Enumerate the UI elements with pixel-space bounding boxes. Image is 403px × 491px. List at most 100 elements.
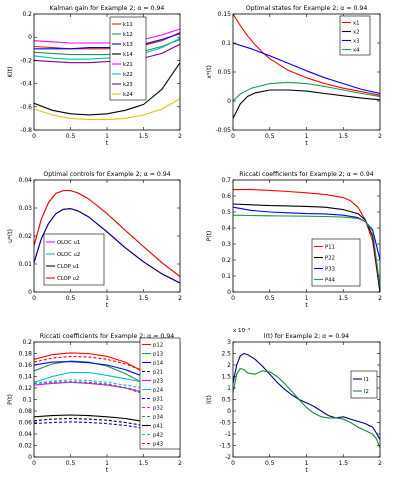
legend-entry-k13: k13 — [123, 42, 133, 48]
y-axis-label: x*(t) — [206, 65, 213, 79]
y-tick-label: 0.12 — [19, 385, 33, 392]
y-tick-label: 0.02 — [19, 443, 33, 450]
y-tick-label: 0 — [227, 98, 231, 105]
x-tick-label: 2 — [378, 295, 382, 302]
legend-entry-p34: p34 — [153, 415, 164, 421]
y-tick-label: -2 — [225, 454, 231, 461]
x-tick-label: 1 — [305, 133, 309, 140]
x-tick-label: 0 — [231, 295, 235, 302]
y-tick-label: -0.8 — [20, 127, 32, 134]
series-line-x3 — [233, 42, 380, 95]
series-line-CLOP u2 — [34, 190, 180, 278]
y-tick-label: -1.5 — [219, 443, 231, 450]
x-axis-label: t — [305, 467, 308, 474]
legend-entry-p23: p23 — [153, 379, 163, 385]
y-tick-label: 0.01 — [19, 261, 33, 268]
series-line-x1 — [233, 14, 380, 96]
y-multiplier-label: x 10⁻³ — [233, 327, 250, 334]
x-tick-label: 2 — [378, 460, 382, 467]
legend-entry-p21: p21 — [153, 370, 163, 376]
x-tick-label: 0.5 — [66, 295, 76, 302]
x-tick-label: 0.5 — [265, 133, 275, 140]
axes-frame — [33, 13, 181, 131]
legend-entry-P33: P33 — [325, 267, 335, 273]
series-line-p21 — [34, 417, 180, 438]
series-line-k11 — [34, 32, 180, 50]
legend-entry-p32: p32 — [153, 406, 163, 412]
y-axis-label: l(t) — [206, 395, 213, 404]
legend-entry-p13: p13 — [153, 352, 163, 358]
legend-entry-k22: k22 — [123, 72, 133, 78]
series-group — [233, 352, 380, 449]
x-tick-label: 1.5 — [338, 460, 348, 467]
x-tick-label: 0.5 — [265, 295, 275, 302]
x-tick-label: 1 — [305, 295, 309, 302]
x-tick-label: 1 — [105, 460, 109, 467]
y-tick-label: -1 — [225, 431, 231, 438]
series-line-l2 — [233, 367, 380, 449]
x-tick-label: 1.5 — [139, 295, 149, 302]
x-axis-label: t — [106, 467, 109, 474]
legend: x1 x2 x3 x4 — [339, 15, 371, 56]
x-tick-label: 0.5 — [265, 460, 275, 467]
y-axis-label: K(t) — [7, 67, 14, 78]
chart-panel-4: 0 0.5 1 1.5 2 0 0.1 0.2 0.3 0.4 0.5 0.6 0.7 Riccati c… — [206, 171, 382, 309]
chart-title: Kalman gain for Example 2; α = 0.94 — [50, 5, 165, 12]
y-tick-label: 2.5 — [221, 351, 231, 358]
x-tick-label: 0 — [32, 295, 36, 302]
x-tick-label: 2 — [378, 133, 382, 140]
y-tick-label: 1.5 — [221, 374, 231, 381]
y-tick-label: 0.2 — [22, 11, 32, 18]
y-tick-label: 0.1 — [221, 273, 231, 280]
y-tick-label: 0.7 — [221, 177, 231, 184]
series-line-k13 — [34, 33, 180, 50]
series-line-k21 — [34, 28, 180, 44]
legend-entry-OLOC u2: OLOC u2 — [57, 252, 80, 258]
legend-entry-k23: k23 — [123, 82, 133, 88]
legend-entry-l1: l1 — [364, 377, 369, 383]
y-tick-label: 0.06 — [19, 420, 33, 427]
legend: OLOC u1 OLOC u2 CLOP u1 CLOP u2 — [43, 233, 105, 286]
y-tick-label: 0.08 — [19, 408, 33, 415]
legend-entry-p24: p24 — [153, 388, 164, 394]
x-tick-label: 2 — [178, 460, 182, 467]
legend-entry-x1: x1 — [353, 21, 360, 27]
y-tick-label: 0.2 — [221, 257, 231, 264]
x-axis-label: t — [106, 302, 109, 309]
legend: k11 k12 k13 k14 k21 k22 k23 k24 — [109, 16, 147, 101]
x-tick-label: 1 — [105, 133, 109, 140]
legend: l1 l2 — [350, 370, 378, 399]
y-tick-label: -0.05 — [215, 127, 231, 134]
legend-entry-k12: k12 — [123, 32, 133, 38]
series-line-P44 — [233, 214, 380, 288]
legend-box — [109, 16, 147, 101]
y-tick-label: 0.4 — [221, 225, 231, 232]
y-tick-label: 0.3 — [221, 241, 231, 248]
y-tick-label: 0 — [28, 454, 32, 461]
x-tick-label: 1.5 — [338, 295, 348, 302]
y-tick-label: 0.2 — [22, 339, 32, 346]
x-tick-label: 0.5 — [66, 460, 76, 467]
series-group — [34, 190, 180, 284]
legend-entry-p41: p41 — [153, 424, 163, 430]
legend-entry-CLOP u1: CLOP u1 — [57, 264, 79, 270]
y-axis-label: u*(t) — [7, 229, 14, 243]
x-tick-label: 2 — [178, 133, 182, 140]
y-tick-label: 0.04 — [19, 431, 33, 438]
chart-title: l(t) for Example 2; α = 0.94 — [264, 333, 349, 340]
series-group — [233, 14, 380, 119]
legend-entry-x4: x4 — [353, 48, 360, 54]
y-tick-label: 0.6 — [221, 193, 231, 200]
y-tick-label: 0.05 — [218, 69, 232, 76]
legend-entry-k21: k21 — [123, 62, 133, 68]
x-tick-label: 1.5 — [139, 133, 149, 140]
legend-entry-l2: l2 — [364, 389, 369, 395]
x-tick-label: 0 — [32, 460, 36, 467]
x-tick-label: 0 — [231, 460, 235, 467]
legend-entry-P11: P11 — [325, 245, 335, 251]
y-tick-label: 0 — [28, 34, 32, 41]
y-tick-label: -0.4 — [20, 81, 32, 88]
y-tick-label: 0.5 — [221, 209, 231, 216]
